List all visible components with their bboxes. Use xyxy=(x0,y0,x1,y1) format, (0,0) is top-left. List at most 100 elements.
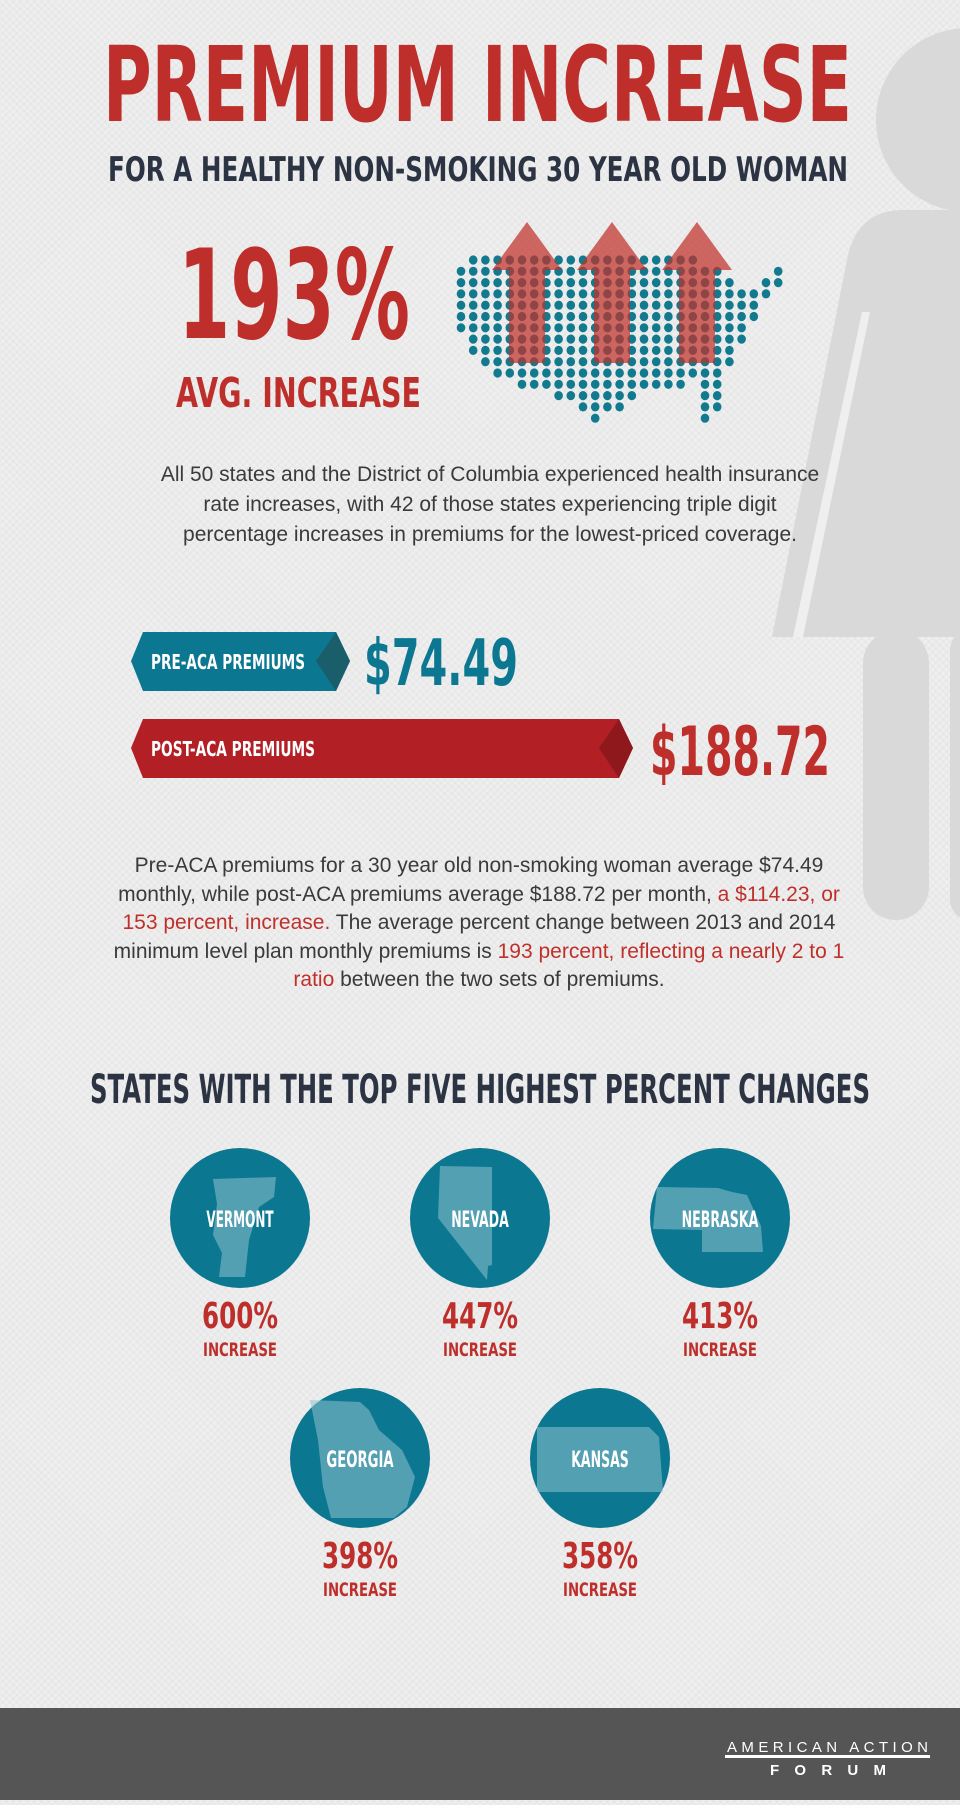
map-dot xyxy=(725,278,734,288)
map-dot xyxy=(725,323,734,333)
map-dot xyxy=(481,300,490,310)
state-increase-label: INCREASE xyxy=(323,1579,397,1601)
map-dot xyxy=(590,368,600,378)
summary-highlight-ratio: 193 percent, reflecting a nearly 2 to 1 … xyxy=(293,939,845,992)
map-dot xyxy=(481,266,490,276)
state-name: KANSAS xyxy=(571,1448,629,1473)
state-percent: 398% xyxy=(322,1536,398,1577)
state-name: NEVADA xyxy=(451,1208,509,1233)
map-dot xyxy=(578,334,588,344)
post-aca-label: POST-ACA PREMIUMS xyxy=(151,737,315,761)
map-dot xyxy=(468,334,478,344)
map-dot xyxy=(493,323,502,333)
map-dot xyxy=(578,391,588,401)
state-percent: 358% xyxy=(562,1536,638,1577)
map-dot xyxy=(700,413,710,423)
map-dot xyxy=(566,300,576,310)
map-dot xyxy=(566,391,576,401)
state-percent: 447% xyxy=(442,1296,518,1337)
map-dot xyxy=(664,357,673,367)
map-dot xyxy=(481,345,490,355)
footer: AMERICAN ACTION FORUM xyxy=(0,1708,960,1800)
map-dot xyxy=(737,311,746,322)
state-name: NEBRASKA xyxy=(682,1208,759,1233)
map-dot xyxy=(493,368,502,378)
map-dot xyxy=(554,289,563,299)
map-dot xyxy=(578,323,588,333)
map-dot xyxy=(651,323,661,333)
map-dot xyxy=(664,379,673,389)
map-dot xyxy=(676,368,685,378)
map-dot xyxy=(590,391,600,401)
summary-text-1: Pre-ACA premiums for a 30 year old non-s… xyxy=(118,854,824,906)
state-increase-label: INCREASE xyxy=(443,1339,517,1361)
map-dot xyxy=(578,402,588,412)
logo-line1: AMERICAN ACTION xyxy=(727,1739,928,1756)
map-dot xyxy=(554,357,563,367)
map-dot xyxy=(651,345,661,355)
post-aca-bar: POST-ACA PREMIUMS xyxy=(131,719,633,778)
map-dot xyxy=(468,311,478,322)
map-dot xyxy=(603,391,612,401)
map-dot xyxy=(615,368,624,378)
map-dot xyxy=(481,255,490,265)
state-increase-label: INCREASE xyxy=(203,1339,277,1361)
map-dot xyxy=(712,379,722,389)
map-dot xyxy=(639,345,649,355)
map-dot xyxy=(493,278,502,288)
map-dot xyxy=(456,300,466,310)
map-dot xyxy=(554,368,563,378)
map-dot xyxy=(517,379,527,389)
map-dot xyxy=(712,345,722,355)
map-dot xyxy=(639,357,649,367)
map-dot xyxy=(651,311,661,322)
map-dot xyxy=(725,334,734,344)
map-dot xyxy=(578,289,588,299)
map-dot xyxy=(712,289,722,299)
state-map-icon xyxy=(537,1427,663,1492)
map-dot xyxy=(590,413,600,423)
map-dot xyxy=(566,368,576,378)
up-arrow-icon xyxy=(662,222,732,363)
map-dot xyxy=(481,323,490,333)
map-dot xyxy=(493,300,502,310)
map-dot xyxy=(749,300,759,310)
pre-aca-label: PRE-ACA PREMIUMS xyxy=(151,650,305,674)
map-dot xyxy=(664,300,673,310)
map-dot xyxy=(737,300,746,310)
map-dot xyxy=(566,255,576,265)
up-arrow-icon xyxy=(492,222,562,363)
map-dot xyxy=(566,323,576,333)
map-dot xyxy=(725,345,734,355)
state-card-kansas: KANSAS 358%INCREASE xyxy=(530,1388,670,1601)
map-dot xyxy=(737,334,746,344)
map-dot xyxy=(566,278,576,288)
map-dot xyxy=(773,266,783,276)
intro-paragraph: All 50 states and the District of Columb… xyxy=(160,463,820,546)
map-dot xyxy=(456,289,466,299)
map-dot xyxy=(554,334,563,344)
map-dot xyxy=(468,255,478,265)
map-dot xyxy=(566,289,576,299)
map-dot xyxy=(700,379,710,389)
map-dot xyxy=(554,300,563,310)
map-dot xyxy=(615,379,624,389)
map-dot xyxy=(481,311,490,322)
map-dot xyxy=(468,323,478,333)
map-dot xyxy=(554,278,563,288)
map-dot xyxy=(639,300,649,310)
map-dot xyxy=(749,311,759,322)
map-dot xyxy=(468,289,478,299)
map-dot xyxy=(493,334,502,344)
map-dot xyxy=(542,379,551,389)
map-dot xyxy=(493,345,502,355)
summary-paragraph: Pre-ACA premiums for a 30 year old non-s… xyxy=(106,852,852,995)
american-action-forum-logo: AMERICAN ACTION FORUM xyxy=(725,1739,930,1779)
map-dot xyxy=(639,323,649,333)
summary-highlight-increase: a $114.23, or 153 percent, increase. xyxy=(122,882,840,935)
map-dot xyxy=(456,311,466,322)
map-dot xyxy=(505,368,515,378)
avg-increase-label: AVG. INCREASE xyxy=(176,369,421,417)
state-percent: 600% xyxy=(202,1296,278,1337)
